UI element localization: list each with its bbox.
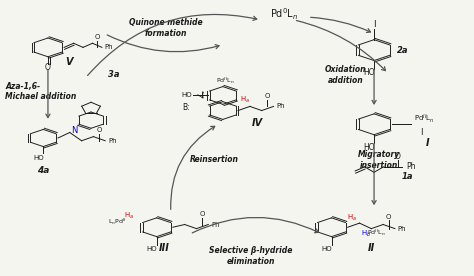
- Text: HO: HO: [181, 92, 191, 99]
- Text: O: O: [96, 127, 102, 133]
- Text: Oxidation
addition: Oxidation addition: [325, 65, 366, 84]
- Text: 4a: 4a: [37, 166, 49, 176]
- Text: I: I: [373, 20, 375, 29]
- Text: Reinsertion: Reinsertion: [190, 155, 238, 164]
- Text: O: O: [264, 93, 270, 99]
- Text: II: II: [368, 243, 375, 253]
- Text: 2a: 2a: [397, 46, 408, 55]
- Text: O: O: [200, 211, 205, 217]
- Text: L$_n$Pd$^{II}$: L$_n$Pd$^{II}$: [108, 217, 126, 227]
- Text: III: III: [158, 243, 169, 253]
- Text: Pd$^0$L$_n$: Pd$^0$L$_n$: [270, 7, 298, 22]
- Text: O: O: [94, 34, 100, 40]
- Text: H$_a$: H$_a$: [240, 95, 250, 105]
- Text: HO: HO: [146, 246, 157, 252]
- Text: 3a: 3a: [109, 70, 120, 79]
- Text: Ph: Ph: [276, 104, 285, 109]
- Text: N: N: [71, 126, 78, 135]
- Text: O: O: [386, 214, 392, 220]
- Text: IV: IV: [251, 118, 263, 128]
- Text: Aza-1,6-
Michael addition: Aza-1,6- Michael addition: [5, 82, 77, 101]
- Text: I: I: [426, 139, 429, 148]
- Text: Selective β-hydride
elimination: Selective β-hydride elimination: [210, 246, 293, 266]
- Text: H$_a$: H$_a$: [347, 213, 357, 223]
- Text: Pd$^{II}$L$_n$: Pd$^{II}$L$_n$: [216, 76, 235, 86]
- Text: H$_a$: H$_a$: [124, 211, 134, 221]
- Text: I: I: [420, 128, 422, 137]
- Text: Pd$^{II}$L$_n$: Pd$^{II}$L$_n$: [414, 113, 435, 125]
- Text: Ph: Ph: [406, 162, 416, 171]
- Text: B:: B:: [182, 103, 190, 112]
- Text: HO: HO: [321, 246, 332, 252]
- Text: Ph: Ph: [108, 138, 117, 144]
- Text: Ph: Ph: [105, 44, 113, 51]
- Text: HO: HO: [33, 155, 44, 161]
- Text: Migratory
insertion: Migratory insertion: [358, 150, 400, 170]
- Text: Ph: Ph: [398, 225, 406, 232]
- Text: V: V: [65, 57, 73, 67]
- Text: HO: HO: [364, 68, 375, 77]
- Text: Ph: Ph: [211, 222, 219, 227]
- Text: 1a: 1a: [401, 172, 413, 181]
- Text: HO: HO: [364, 143, 375, 152]
- Text: H$_b$: H$_b$: [361, 229, 371, 239]
- Text: Pd$^{II}$L$_n$: Pd$^{II}$L$_n$: [367, 228, 385, 238]
- Text: O: O: [395, 152, 401, 161]
- Text: Quinone methide
formation: Quinone methide formation: [129, 18, 203, 38]
- Text: O: O: [45, 63, 51, 72]
